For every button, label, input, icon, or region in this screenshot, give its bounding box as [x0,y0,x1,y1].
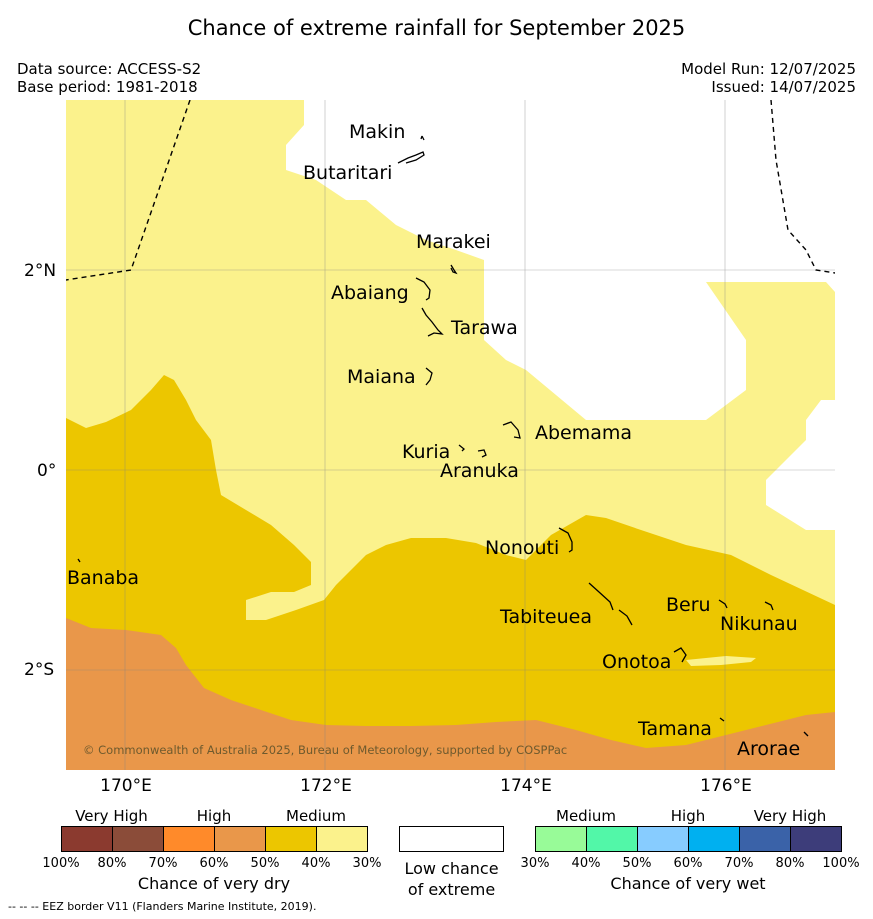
place-nikunau: Nikunau [720,613,798,635]
place-abemama: Abemama [535,422,633,444]
dry-tick: 50% [250,856,280,871]
place-makin: Makin [349,121,406,143]
wet-head-very-high: Very High [753,807,827,825]
issued-date: Issued: 14/07/2025 [711,78,856,96]
banaba-island [77,558,81,563]
tabiteuea-island [588,582,633,626]
dry-tick: 60% [199,856,229,871]
onotoa-island [673,647,687,663]
data-source: Data source: ACCESS-S2 [17,60,202,78]
dry-swatch-5 [265,826,317,852]
low-chance-swatch [399,826,504,852]
dry-head-very-high: Very High [75,807,148,825]
dry-swatch-3 [163,826,215,852]
maiana-island [425,367,433,386]
wet-tick: 100% [822,856,860,871]
tamana-island [719,717,725,722]
wet-tick: 50% [622,856,652,871]
aranuka-island [477,449,487,458]
place-arorae: Arorae [737,738,801,760]
place-tarawa: Tarawa [451,317,518,339]
wet-swatch-2 [586,826,638,852]
abemama-island [502,421,521,439]
dry-tick: 80% [97,856,127,871]
eez-footnote: -- -- -- EEZ border V11 (Flanders Marine… [8,900,317,913]
island-outlines [77,135,809,737]
lon-label-170e: 170°E [100,776,152,796]
wet-head-medium: Medium [556,807,616,825]
place-onotoa: Onotoa [602,651,672,673]
wet-caption: Chance of very wet [610,874,766,893]
place-beru: Beru [666,594,711,616]
map-title: Chance of extreme rainfall for September… [187,16,686,40]
dry-tick: 30% [352,856,382,871]
nikunau-island [764,601,774,611]
place-aranuka: Aranuka [440,460,519,482]
wet-swatch-6 [790,826,842,852]
wet-head-high: High [670,807,706,825]
lat-label-0: 0° [37,461,57,481]
dry-swatch-6 [316,826,368,852]
place-abaiang: Abaiang [331,282,409,304]
copyright-notice: © Commonwealth of Australia 2025, Bureau… [83,743,568,757]
region-medium-dark-dry [66,375,835,770]
wet-tick: 60% [673,856,703,871]
tarawa-island [421,307,444,337]
wet-tick: 40% [571,856,601,871]
place-nonouti: Nonouti [485,537,560,559]
low-caption-line1: Low chance [404,859,499,878]
place-tamana: Tamana [638,718,712,740]
dry-tick: 40% [301,856,331,871]
nonouti-island [558,527,573,553]
place-kuria: Kuria [402,441,451,463]
kuria-island [458,444,465,452]
marakei-island [450,264,458,275]
wet-tick: 30% [520,856,550,871]
place-butaritari: Butaritari [303,162,393,184]
dry-caption: Chance of very dry [137,874,291,893]
lon-label-176e: 176°E [700,776,752,796]
low-caption-line2: of extreme [407,880,496,899]
region-low-chance-right [766,400,835,530]
dry-head-medium: Medium [286,807,346,825]
wet-swatch-3 [637,826,689,852]
gridlines [66,100,835,770]
place-marakei: Marakei [416,231,491,253]
dry-swatch-1 [61,826,113,852]
wet-swatch-5 [739,826,791,852]
arorae-island [803,731,809,737]
abaiang-island [415,277,431,301]
dry-head-high: High [196,807,232,825]
wet-swatch-4 [688,826,740,852]
butaritari-island [397,151,425,164]
region-medium-light-patch [686,656,756,666]
wet-tick: 70% [724,856,754,871]
place-banaba: Banaba [67,567,140,589]
lon-label-172e: 172°E [300,776,352,796]
lat-label-2s: 2°S [24,660,55,680]
wet-tick: 80% [775,856,805,871]
base-period: Base period: 1981-2018 [17,78,198,96]
lon-label-174e: 174°E [500,776,552,796]
eez-border [66,100,835,281]
beru-island [718,599,728,609]
wet-swatch-1 [535,826,587,852]
dry-swatch-4 [214,826,266,852]
lat-label-2n: 2°N [24,261,57,281]
region-high-dry [66,618,835,770]
makin-island [420,135,425,141]
place-maiana: Maiana [347,366,416,388]
place-tabiteuea: Tabiteuea [500,606,592,628]
rainfall-map [66,100,835,770]
dry-tick: 100% [42,856,80,871]
model-run: Model Run: 12/07/2025 [681,60,856,78]
dry-tick: 70% [148,856,178,871]
dry-swatch-2 [112,826,164,852]
